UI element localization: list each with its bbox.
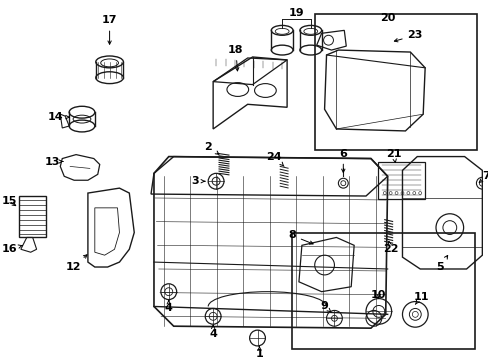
Text: 12: 12 — [65, 255, 87, 272]
Text: 11: 11 — [413, 292, 428, 305]
Text: 4: 4 — [164, 300, 172, 314]
Text: 18: 18 — [227, 45, 243, 71]
Bar — [19, 196, 46, 238]
Text: 8: 8 — [287, 230, 312, 244]
Text: 19: 19 — [288, 8, 304, 18]
Text: 1: 1 — [255, 346, 263, 359]
Bar — [314, 14, 476, 150]
Text: 6: 6 — [339, 149, 346, 172]
Text: 24: 24 — [266, 152, 284, 166]
Text: 22: 22 — [382, 241, 398, 254]
Text: 4: 4 — [209, 325, 217, 339]
Text: 15: 15 — [1, 196, 17, 206]
Text: 14: 14 — [47, 112, 69, 122]
Text: 10: 10 — [370, 290, 386, 300]
Text: 7: 7 — [478, 171, 488, 183]
Text: 17: 17 — [102, 15, 117, 44]
Text: 23: 23 — [393, 30, 422, 42]
Text: 21: 21 — [385, 149, 401, 162]
Text: 3: 3 — [191, 176, 204, 186]
Text: 13: 13 — [44, 157, 63, 167]
Text: 20: 20 — [379, 13, 395, 23]
Text: 16: 16 — [1, 244, 22, 254]
Text: 5: 5 — [435, 256, 447, 272]
Bar — [377, 162, 424, 199]
Text: 2: 2 — [204, 142, 219, 154]
Bar — [291, 233, 474, 349]
Text: 9: 9 — [320, 301, 331, 312]
